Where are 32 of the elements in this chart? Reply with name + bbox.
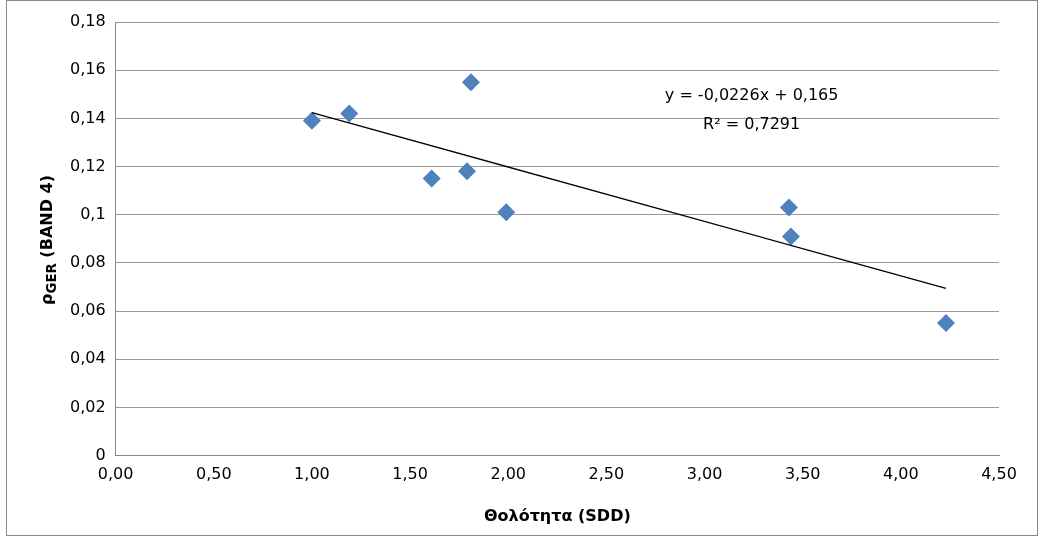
point	[458, 162, 477, 181]
x-axis-title: Θολότητα (SDD)	[483, 505, 631, 525]
x-tick-label: 1,50	[392, 464, 428, 484]
annotation: y = -0,0226x + 0,165	[664, 85, 839, 105]
point	[461, 73, 480, 92]
point	[937, 314, 955, 333]
x-tick-label: 0,50	[195, 464, 232, 484]
x-tick-label: 4,50	[981, 464, 1017, 484]
y-tick-label: 0,08	[70, 252, 106, 272]
x-tick-label: 3,50	[784, 464, 821, 484]
y-tick-label: 0	[95, 444, 106, 464]
x-tick-label: 4,00	[883, 464, 919, 484]
y-tick-label: 0,02	[70, 396, 106, 416]
point	[340, 104, 359, 123]
x-tick-label: 1,00	[294, 464, 330, 484]
point	[779, 198, 798, 217]
y-tick-label: 0,16	[70, 59, 106, 79]
y-tick-label: 0,1	[80, 203, 106, 223]
x-tick-label: 0,00	[97, 464, 134, 484]
y-tick-label: 0,04	[70, 348, 106, 368]
x-tick-label: 3,00	[686, 464, 723, 484]
annotation: R² = 0,7291	[703, 114, 801, 134]
y-tick-label: 0,06	[70, 300, 106, 320]
point	[781, 227, 800, 246]
x-tick-label: 2,50	[588, 464, 625, 484]
y-tick-label: 0,14	[70, 107, 106, 127]
x-tick-label: 2,00	[490, 464, 527, 484]
point	[497, 203, 516, 222]
point	[302, 111, 321, 130]
y-tick-label: 0,18	[70, 11, 106, 31]
point	[422, 169, 441, 188]
y-tick-label: 0,12	[70, 155, 106, 175]
